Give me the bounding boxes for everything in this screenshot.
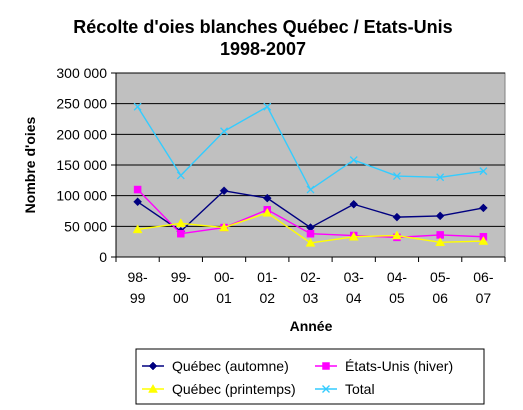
data-point (132, 224, 143, 234)
chart-title-group: Récolte d'oies blanches Québec / Etats-U… (73, 17, 452, 59)
x-tick-label-line: 01- (257, 269, 278, 285)
x-tick-label: 04-05 (387, 269, 408, 306)
x-tick-label-line: 03- (344, 269, 365, 285)
data-point (306, 229, 315, 238)
data-point (262, 207, 273, 217)
chart-subtitle: 1998-2007 (220, 39, 306, 59)
series-4 (133, 102, 488, 194)
data-point-stroke-b (220, 127, 229, 136)
x-tick-label-line: 01 (216, 290, 232, 306)
y-tick-label: 100 000 (56, 188, 107, 204)
data-point (348, 231, 359, 241)
legend-box (135, 348, 485, 405)
data-point (349, 156, 358, 165)
x-tick-label: 02-03 (300, 269, 321, 306)
x-tick-label: 03-04 (344, 269, 365, 306)
series-1 (133, 186, 488, 236)
y-tick-label: 150 000 (56, 157, 107, 173)
x-tick-label-line: 04 (346, 290, 362, 306)
data-point (436, 173, 445, 182)
x-tick-label-line: 05 (389, 290, 405, 306)
x-tick-label-line: 06 (432, 290, 448, 306)
data-point-stroke-b (392, 172, 401, 180)
data-point-stroke-b (436, 173, 445, 182)
x-tick-label: 01-02 (257, 269, 278, 306)
y-tick-label: 300 000 (56, 65, 107, 81)
x-tick-label-line: 99- (171, 269, 192, 285)
data-point (392, 230, 402, 240)
x-tick-label-line: 07 (476, 290, 492, 306)
x-tick-label-line: 02 (259, 290, 275, 306)
y-tick-label: 0 (99, 249, 107, 265)
x-tick-label-line: 98- (127, 269, 148, 285)
series-3 (132, 207, 489, 247)
data-point (479, 167, 488, 176)
data-point (133, 185, 142, 194)
data-point (435, 237, 446, 247)
x-tick-label-line: 05- (430, 269, 451, 285)
data-point (306, 185, 315, 194)
data-point-stroke-b (176, 171, 185, 180)
x-tick-label: 99-00 (171, 269, 192, 306)
data-point (219, 186, 229, 196)
x-tick-label-line: 04- (387, 269, 408, 285)
legend-label: Québec (printemps) (172, 381, 296, 397)
x-tick-label: 06-07 (473, 269, 494, 306)
y-tick-label: 200 000 (56, 126, 107, 142)
data-point (478, 236, 489, 245)
legend-marker-stroke-b (322, 385, 330, 393)
legend-item: Québec (automne) (142, 358, 289, 374)
y-axis-title: Nombre d'oies (22, 116, 38, 213)
data-point (392, 172, 401, 180)
data-point (175, 218, 186, 228)
x-tick-label: 98-99 (127, 269, 148, 306)
data-point (392, 212, 402, 222)
x-axis-title: Année (290, 318, 333, 334)
x-tick-label-line: 00- (214, 269, 235, 285)
legend-item: États-Unis (hiver) (315, 358, 453, 374)
data-point (435, 211, 445, 221)
x-tick-label-line: 99 (130, 290, 146, 306)
data-point (349, 199, 359, 209)
legend: Québec (automne) États-Unis (hiver) Québec… (135, 348, 485, 405)
data-point (479, 203, 488, 213)
data-point (220, 127, 229, 136)
data-point-stroke-b (479, 167, 488, 176)
data-point (176, 171, 185, 180)
x-tick-label-line: 00 (173, 290, 189, 306)
x-tick-label-line: 02- (300, 269, 321, 285)
y-tick-label: 50 000 (64, 218, 107, 234)
data-point-stroke-b (133, 102, 142, 111)
legend-item: Total (315, 381, 375, 397)
legend-marker (322, 362, 330, 370)
x-tick-label-line: 03 (303, 290, 319, 306)
data-point-stroke-b (306, 185, 315, 194)
data-point (133, 197, 142, 207)
legend-marker (148, 383, 158, 393)
x-tick-label: 00-01 (214, 269, 235, 306)
plot-area: 0 50 000 100 000 150 000 200 000 250 000 300 0… (22, 65, 506, 334)
data-point (263, 102, 272, 111)
legend-label: Total (345, 381, 375, 397)
x-tick-label: 05-06 (430, 269, 451, 306)
chart-title: Récolte d'oies blanches Québec / Etats-U… (73, 17, 452, 37)
legend-marker (322, 385, 330, 393)
legend-item: Québec (printemps) (142, 381, 296, 397)
data-point (262, 193, 272, 203)
legend-label: Québec (automne) (172, 358, 289, 374)
data-point (177, 229, 185, 238)
y-tick-label: 250 000 (56, 96, 107, 112)
legend-label: États-Unis (hiver) (345, 358, 453, 374)
data-point-stroke-b (263, 102, 272, 111)
data-point (133, 102, 142, 111)
legend-marker (148, 361, 158, 371)
data-point-stroke-b (349, 156, 358, 165)
x-tick-label-line: 06- (473, 269, 494, 285)
data-point (219, 222, 229, 232)
data-point (305, 237, 316, 247)
